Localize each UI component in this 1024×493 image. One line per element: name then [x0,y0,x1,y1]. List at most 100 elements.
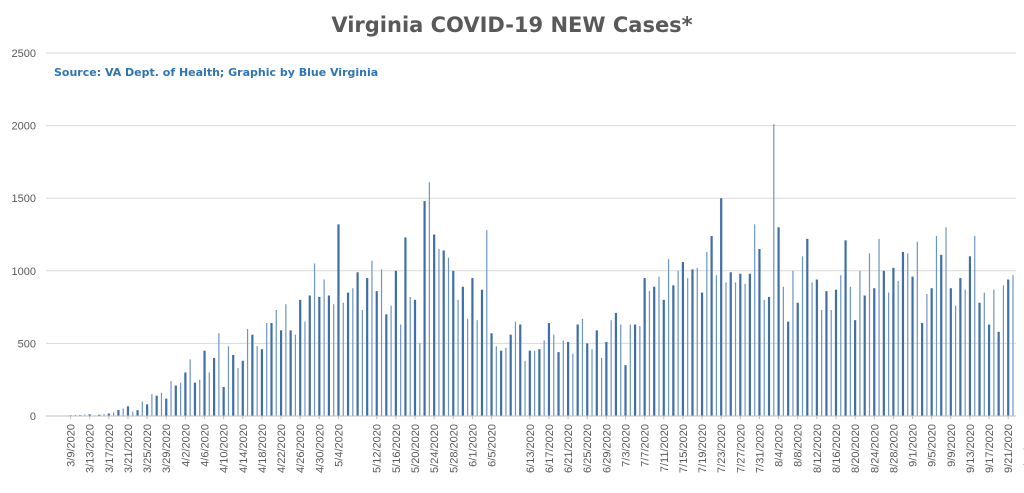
bar [279,330,283,416]
bar [333,304,335,416]
bar [318,296,321,416]
bar [170,381,172,416]
bar [949,288,952,416]
bar [256,346,258,416]
bar [993,289,995,416]
bar [371,260,373,416]
bar [748,273,751,416]
bar [490,333,493,416]
bar [921,323,924,416]
bar [88,414,91,416]
bar-series [59,124,1014,417]
bar [863,295,866,416]
x-tick-label: 7/11/2020 [659,424,671,472]
bar [787,321,790,416]
bar [567,341,570,416]
x-tick-label: 8/8/2020 [793,424,805,467]
bar [706,251,708,416]
bar [878,238,880,416]
bar [113,412,115,416]
bar [888,292,890,416]
bar [543,340,545,416]
bar [892,267,895,416]
bar [997,331,1000,416]
bar [193,382,197,416]
bar [754,224,756,416]
x-tick-label: 8/28/2020 [888,424,900,473]
x-tick-label: 5/16/2020 [391,424,403,473]
bar [1007,279,1010,416]
bar [495,346,497,416]
bar [509,334,512,416]
bar [806,238,809,416]
bar [103,414,105,416]
y-tick-label: 2500 [12,48,36,60]
x-tick-label: 3/13/2020 [85,424,97,473]
x-tick-label: 5/24/2020 [429,424,441,473]
bar [299,299,302,416]
x-tick-label: 9/17/2020 [984,424,996,473]
x-tick-label: 9/21/2020 [1003,424,1015,473]
bar [165,398,168,416]
x-tick-label: 3/17/2020 [104,424,116,473]
bar [514,321,517,416]
bar [413,299,417,416]
x-tick-label: 4/14/2020 [238,424,250,473]
bar [687,278,689,416]
bar [763,299,765,416]
y-tick-label: 1000 [12,266,36,278]
x-tick-label: 8/4/2020 [774,424,786,467]
bar [390,305,392,416]
bar [342,302,344,416]
bar [400,324,402,416]
bar [974,235,976,416]
x-tick-label: 6/5/2020 [487,424,499,467]
bar [534,350,536,416]
bar [232,355,235,416]
bar [304,321,306,416]
x-tick-label: 6/1/2020 [467,424,479,467]
bar [624,365,627,416]
x-tick-label: 7/23/2020 [716,424,728,473]
bar [639,325,641,416]
bar [725,282,727,416]
bar [557,352,560,416]
bar [547,323,551,416]
bar [524,360,526,416]
x-tick-label: 8/12/2020 [812,424,824,473]
bar [782,286,784,416]
x-tick-label: 9/13/2020 [965,424,977,473]
bar [978,302,981,416]
x-tick-label: 4/30/2020 [314,424,326,473]
bar [84,414,86,416]
bar [203,350,206,416]
bar [553,334,555,416]
bar [323,279,325,416]
bar [275,310,277,416]
x-tick-label: 8/24/2020 [869,424,881,473]
bar [715,275,717,416]
bar [461,286,464,416]
bar [208,372,210,416]
chart-source-note: Source: VA Dept. of Health; Graphic by B… [54,66,378,79]
bar [840,275,842,416]
bar [677,270,679,416]
bar [767,296,771,416]
bar [327,295,330,416]
x-tick-label: 7/15/2020 [678,424,690,473]
bar [882,270,885,416]
bar [968,256,972,416]
bar [662,299,665,416]
bar [591,349,593,416]
bar [562,340,564,416]
bar [467,318,469,416]
x-tick-label: 9/1/2020 [908,424,920,467]
bar [811,282,813,416]
bar [935,235,938,416]
bar [954,305,957,416]
bar [180,382,182,416]
bar [266,323,268,416]
bar [916,241,918,416]
x-tick-label: 4/2/2020 [180,424,192,467]
x-tick-label: 9/25/2020 [1022,424,1024,473]
